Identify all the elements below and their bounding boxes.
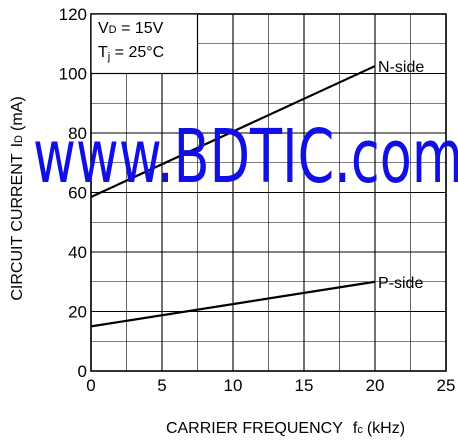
conditions-box: VD = 15V Tj = 25°C (90, 13, 199, 75)
condition-vd: VD = 15V (98, 20, 164, 37)
plot-frame-group (90, 13, 447, 372)
series-label-n-side: N-side (378, 59, 424, 76)
x-axis-title: CARRIER FREQUENCY fc (kHz) (166, 420, 405, 437)
x-tick-label: 10 (224, 376, 243, 395)
series-group: N-side P-side (90, 59, 424, 328)
x-tick-labels: 0 5 10 15 20 25 (86, 376, 455, 395)
y-tick-label: 120 (59, 5, 87, 24)
x-tick-label: 5 (157, 376, 166, 395)
y-tick-label: 60 (68, 184, 87, 203)
conditions-box-frame (90, 13, 199, 75)
series-line-p-side (90, 280, 376, 328)
x-tick-label: 25 (437, 376, 456, 395)
y-tick-label: 20 (68, 303, 87, 322)
x-tick-label: 15 (295, 376, 314, 395)
series-label-p-side: P-side (378, 275, 423, 292)
plot-frame (90, 13, 447, 372)
watermark-text: www.BDTIC.com (33, 114, 458, 200)
condition-tj: Tj = 25°C (98, 44, 164, 63)
y-tick-label: 0 (78, 362, 87, 381)
y-tick-labels: 0 20 40 60 80 100 120 (59, 5, 87, 381)
y-tick-label: 100 (59, 65, 87, 84)
y-tick-label: 80 (68, 124, 87, 143)
series-line-n-side (90, 65, 376, 198)
y-axis-title: CIRCUIT CURRENTID(mA) (9, 96, 26, 300)
x-tick-label: 0 (86, 376, 95, 395)
x-tick-label: 20 (366, 376, 385, 395)
y-tick-label: 40 (68, 243, 87, 262)
